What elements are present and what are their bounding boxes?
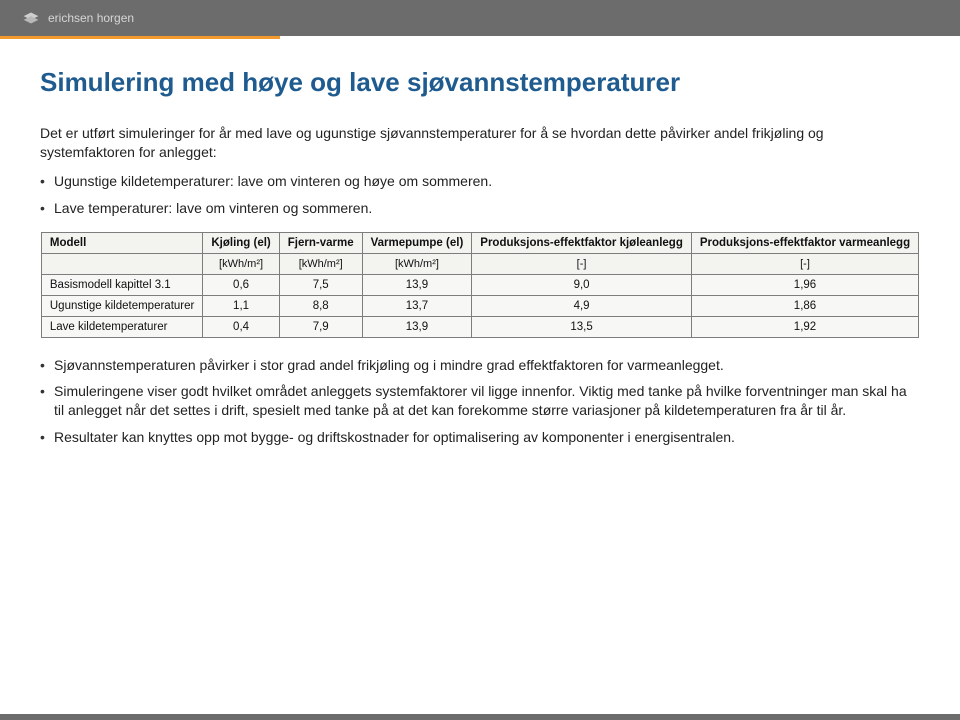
header-bar: erichsen horgen <box>0 0 960 36</box>
slide-title: Simulering med høye og lave sjøvannstemp… <box>40 67 920 98</box>
intro-paragraph: Det er utført simuleringer for år med la… <box>40 124 920 162</box>
table-container: Modell Kjøling (el) Fjern-varme Varmepum… <box>40 232 920 338</box>
col-header: Produksjons-effektfaktor kjøleanlegg <box>472 232 692 253</box>
cell: 13,5 <box>472 316 692 337</box>
unit-cell: [-] <box>691 253 918 274</box>
table-row: Basismodell kapittel 3.1 0,6 7,5 13,9 9,… <box>41 274 918 295</box>
cell: 0,4 <box>203 316 279 337</box>
cell: Ugunstige kildetemperaturer <box>41 295 202 316</box>
cell: 1,92 <box>691 316 918 337</box>
table-header-row: Modell Kjøling (el) Fjern-varme Varmepum… <box>41 232 918 253</box>
unit-cell: [-] <box>472 253 692 274</box>
list-item: Sjøvannstemperaturen påvirker i stor gra… <box>40 356 920 375</box>
table-row: Lave kildetemperaturer 0,4 7,9 13,9 13,5… <box>41 316 918 337</box>
cell: Basismodell kapittel 3.1 <box>41 274 202 295</box>
list-item: Ugunstige kildetemperaturer: lave om vin… <box>40 172 920 191</box>
pre-table-bullets: Ugunstige kildetemperaturer: lave om vin… <box>40 172 920 218</box>
unit-cell <box>41 253 202 274</box>
cell: 0,6 <box>203 274 279 295</box>
cell: 9,0 <box>472 274 692 295</box>
cell: 13,9 <box>362 316 472 337</box>
col-header: Modell <box>41 232 202 253</box>
cell: 13,7 <box>362 295 472 316</box>
post-table-bullets: Sjøvannstemperaturen påvirker i stor gra… <box>40 356 920 448</box>
logo-icon <box>20 7 42 29</box>
cell: 7,5 <box>279 274 362 295</box>
cell: 8,8 <box>279 295 362 316</box>
table-row: Ugunstige kildetemperaturer 1,1 8,8 13,7… <box>41 295 918 316</box>
list-item: Resultater kan knyttes opp mot bygge- og… <box>40 428 920 447</box>
brand-logo: erichsen horgen <box>20 7 134 29</box>
unit-cell: [kWh/m²] <box>203 253 279 274</box>
unit-cell: [kWh/m²] <box>279 253 362 274</box>
cell: 1,1 <box>203 295 279 316</box>
cell: Lave kildetemperaturer <box>41 316 202 337</box>
cell: 1,96 <box>691 274 918 295</box>
list-item: Lave temperaturer: lave om vinteren og s… <box>40 199 920 218</box>
brand-name: erichsen horgen <box>48 11 134 25</box>
cell: 7,9 <box>279 316 362 337</box>
col-header: Varmepumpe (el) <box>362 232 472 253</box>
footer-band <box>0 714 960 720</box>
table-units-row: [kWh/m²] [kWh/m²] [kWh/m²] [-] [-] <box>41 253 918 274</box>
results-table: Modell Kjøling (el) Fjern-varme Varmepum… <box>41 232 919 338</box>
cell: 4,9 <box>472 295 692 316</box>
col-header: Kjøling (el) <box>203 232 279 253</box>
cell: 13,9 <box>362 274 472 295</box>
unit-cell: [kWh/m²] <box>362 253 472 274</box>
col-header: Produksjons-effektfaktor varmeanlegg <box>691 232 918 253</box>
col-header: Fjern-varme <box>279 232 362 253</box>
cell: 1,86 <box>691 295 918 316</box>
slide-content: Simulering med høye og lave sjøvannstemp… <box>0 39 960 447</box>
list-item: Simuleringene viser godt hvilket området… <box>40 382 920 420</box>
